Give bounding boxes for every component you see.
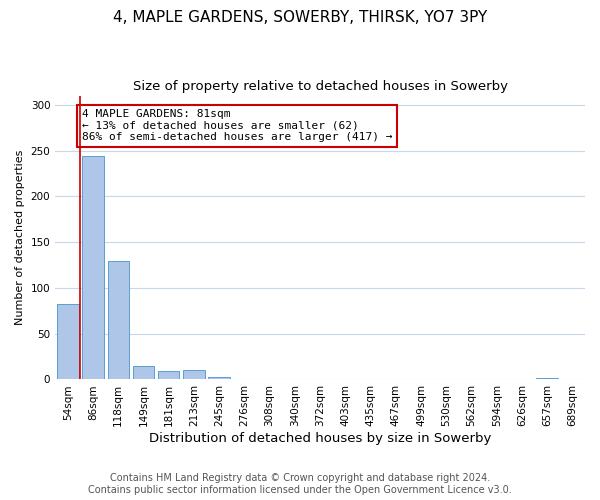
Text: 4 MAPLE GARDENS: 81sqm
← 13% of detached houses are smaller (62)
86% of semi-det: 4 MAPLE GARDENS: 81sqm ← 13% of detached… [82, 110, 392, 142]
Bar [82, 156, 104, 380]
Bar [107, 262, 129, 380]
Y-axis label: Number of detached properties: Number of detached properties [15, 150, 25, 325]
Bar [335, 378, 356, 380]
Bar [57, 304, 79, 380]
Text: 4, MAPLE GARDENS, SOWERBY, THIRSK, YO7 3PY: 4, MAPLE GARDENS, SOWERBY, THIRSK, YO7 3… [113, 10, 487, 25]
Bar [133, 366, 154, 380]
Bar [158, 371, 179, 380]
Bar [208, 376, 230, 380]
Title: Size of property relative to detached houses in Sowerby: Size of property relative to detached ho… [133, 80, 508, 93]
Text: Contains HM Land Registry data © Crown copyright and database right 2024.
Contai: Contains HM Land Registry data © Crown c… [88, 474, 512, 495]
Bar [536, 378, 558, 380]
X-axis label: Distribution of detached houses by size in Sowerby: Distribution of detached houses by size … [149, 432, 491, 445]
Bar [183, 370, 205, 380]
